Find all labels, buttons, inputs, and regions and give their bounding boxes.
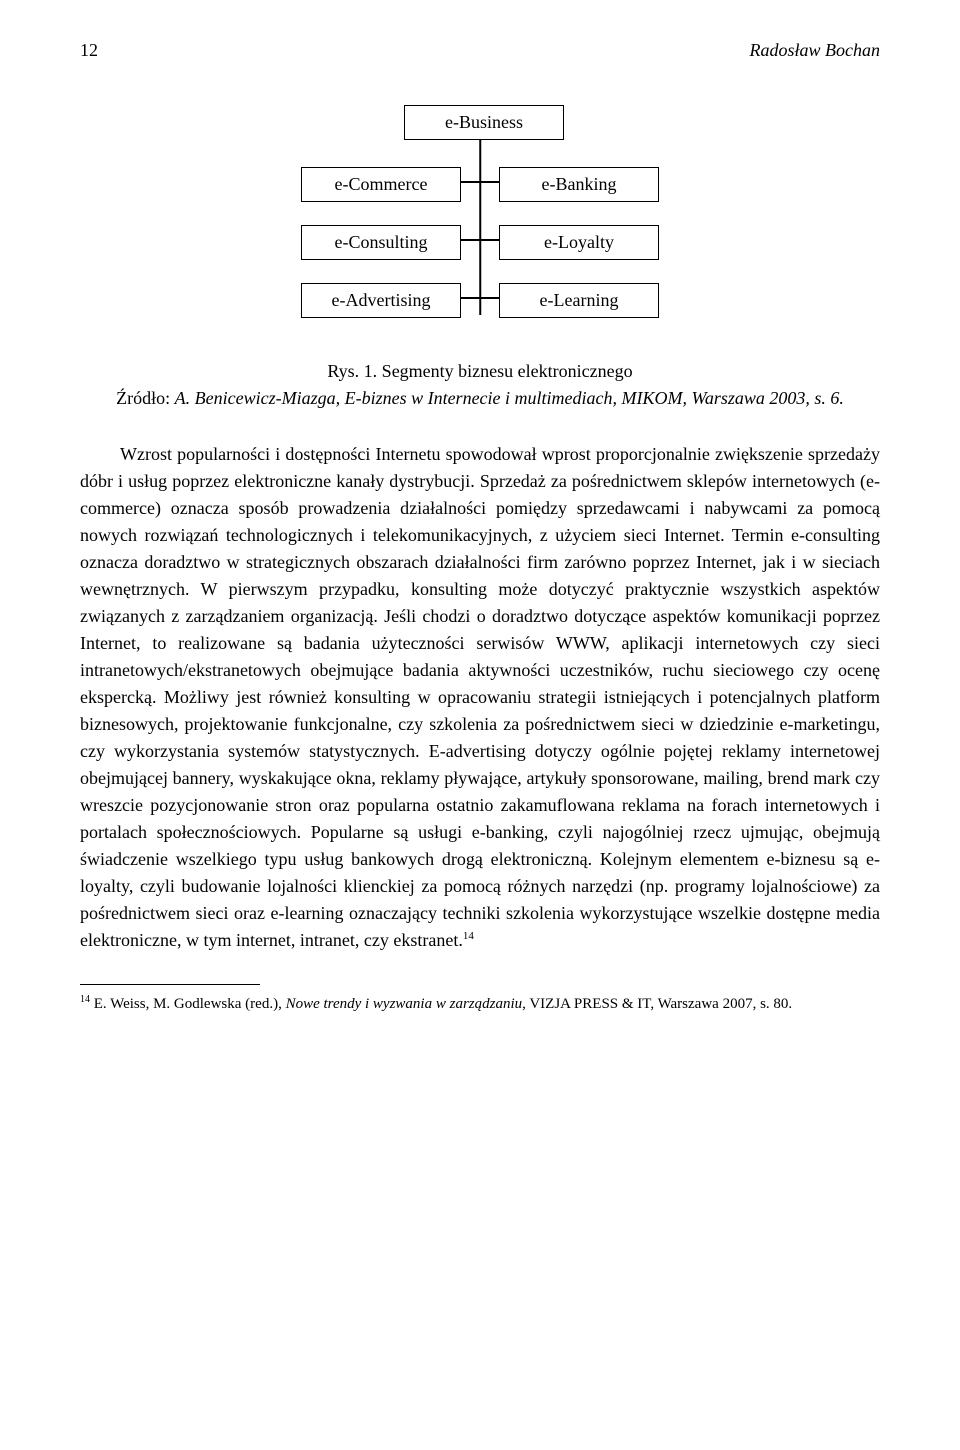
footnote-number: 14 <box>80 994 90 1005</box>
diagram-box-eloyalty: e-Loyalty <box>499 225 659 260</box>
author-name: Radosław Bochan <box>750 40 881 61</box>
diagram-box-econsulting: e-Consulting <box>301 225 461 260</box>
footnote-reference: 14 <box>463 930 474 942</box>
page-number: 12 <box>80 40 98 61</box>
figure-caption: Rys. 1. Segmenty biznesu elektronicznego <box>80 361 880 382</box>
diagram-row-3: e-Advertising e-Learning <box>297 279 663 322</box>
source-text: A. Benicewicz-Miazga, E-biznes w Interne… <box>175 388 844 408</box>
diagram-box-eadvertising: e-Advertising <box>301 283 461 318</box>
body-paragraph: Wzrost popularności i dostępności Intern… <box>80 441 880 954</box>
diagram-row-1: e-Commerce e-Banking <box>297 163 663 206</box>
footnote-prefix: E. Weiss, M. Godlewska (red.), <box>90 996 286 1012</box>
source-label: Źródło: <box>116 388 175 408</box>
diagram-box-ebanking: e-Banking <box>499 167 659 202</box>
footnote: 14 E. Weiss, M. Godlewska (red.), Nowe t… <box>80 993 880 1015</box>
figure-source: Źródło: A. Benicewicz-Miazga, E-biznes w… <box>80 386 880 411</box>
ebusiness-diagram: e-Business e-Commerce e-Banking e-Consul… <box>80 101 880 341</box>
diagram-box-elearning: e-Learning <box>499 283 659 318</box>
diagram-box-top: e-Business <box>404 105 564 140</box>
diagram-row-2: e-Consulting e-Loyalty <box>297 221 663 264</box>
page-header: 12 Radosław Bochan <box>80 40 880 61</box>
footnote-italic: Nowe trendy i wyzwania w zarządzaniu <box>286 996 523 1012</box>
body-text-content: Wzrost popularności i dostępności Intern… <box>80 444 880 950</box>
footnote-separator <box>80 984 260 985</box>
diagram-box-ecommerce: e-Commerce <box>301 167 461 202</box>
footnote-suffix: , VIZJA PRESS & IT, Warszawa 2007, s. 80… <box>522 996 792 1012</box>
